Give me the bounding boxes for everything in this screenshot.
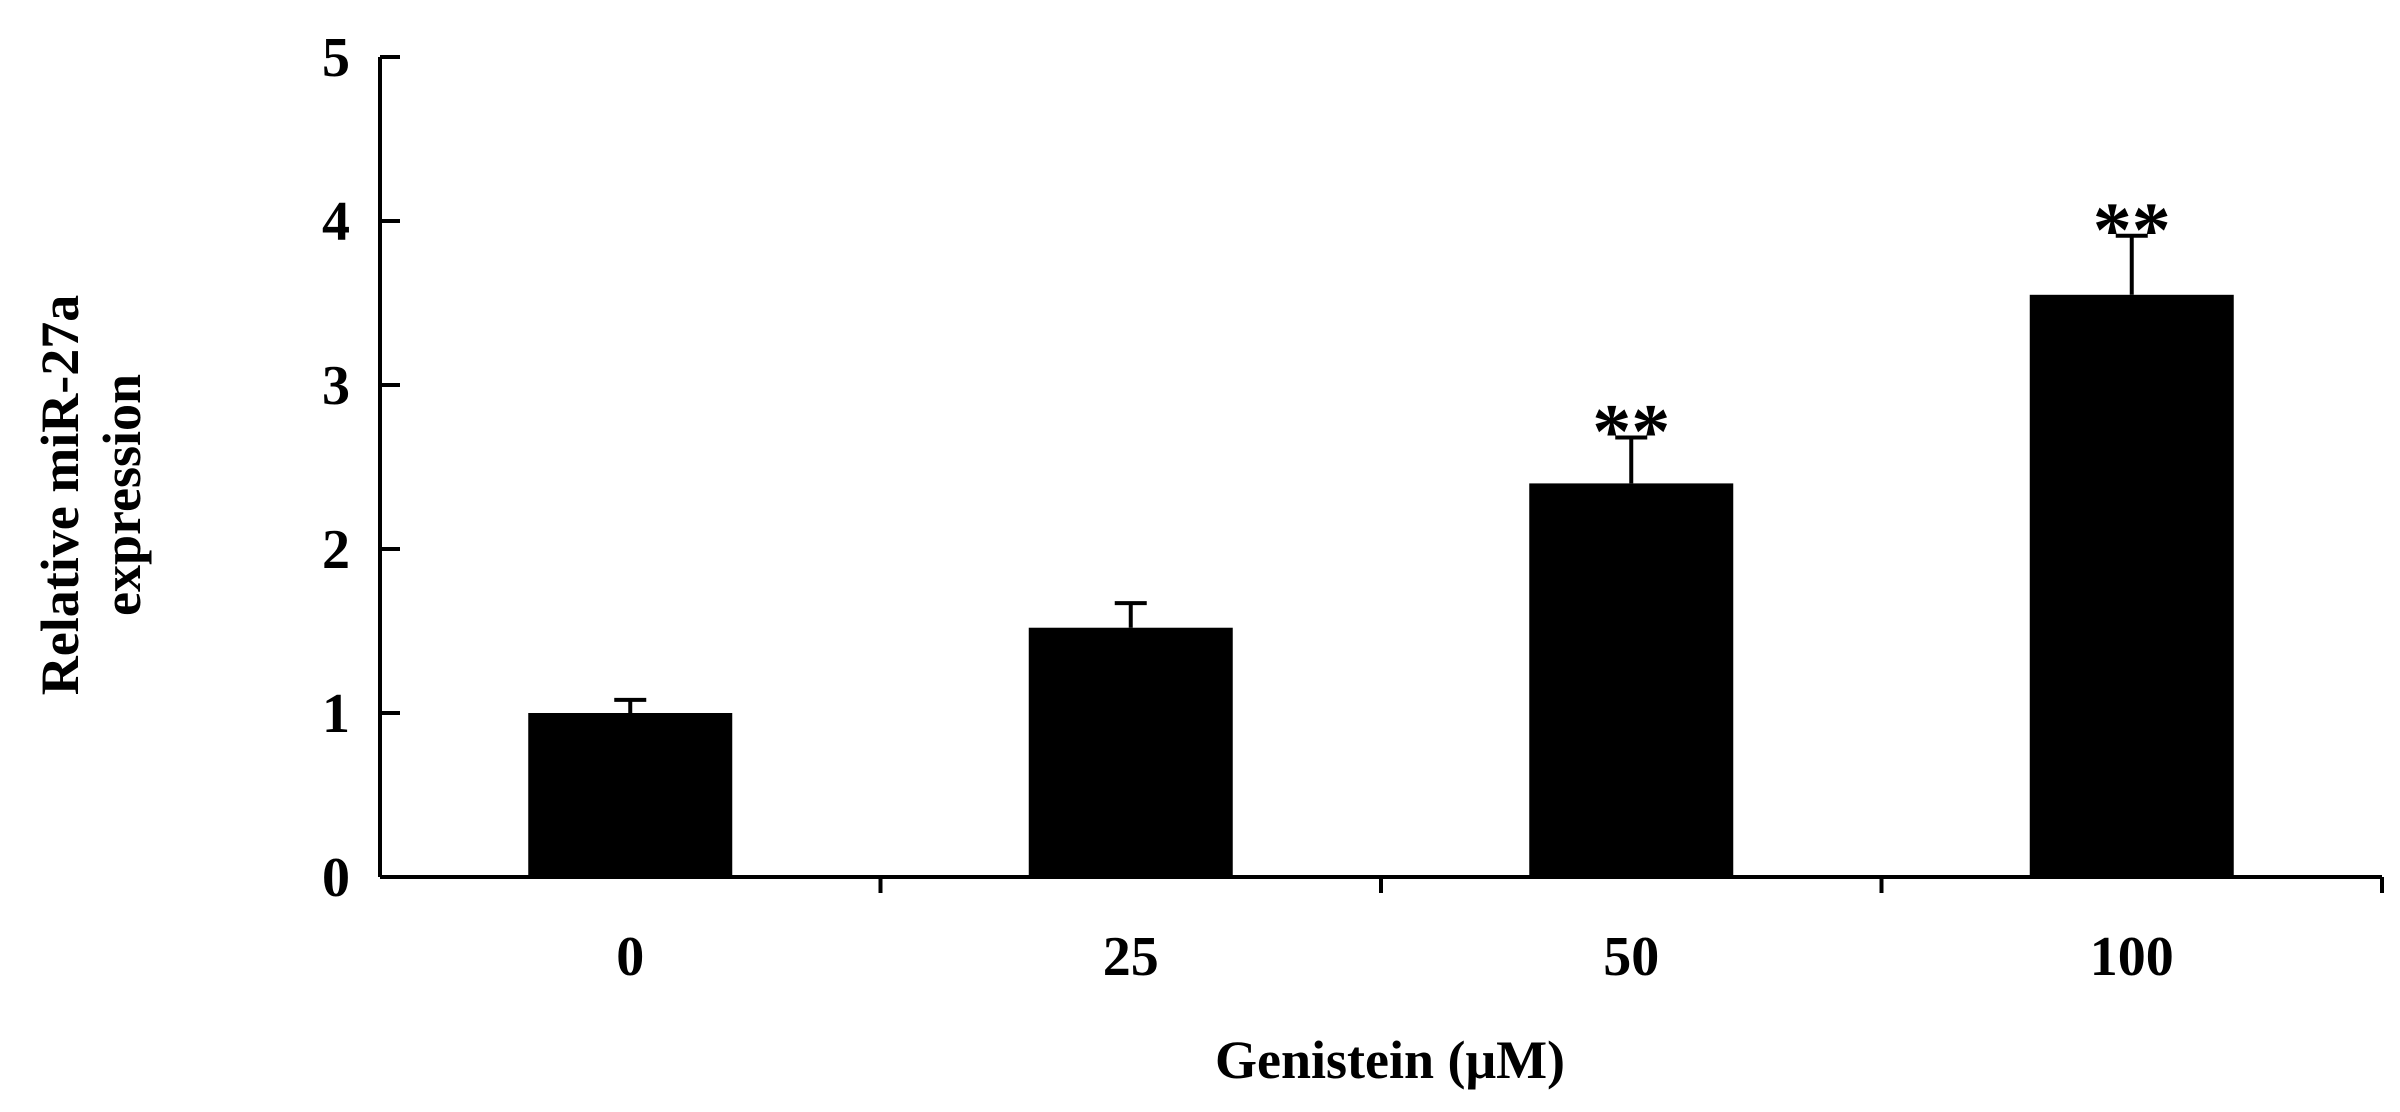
y-tick-label: 1 [322, 683, 350, 745]
x-tick-label: 25 [1103, 926, 1159, 988]
y-tick-label: 2 [322, 519, 350, 581]
y-tick-label: 5 [322, 27, 350, 89]
y-tick-label: 3 [322, 355, 350, 417]
y-tick-label: 0 [322, 847, 350, 909]
bar-0 [528, 713, 733, 877]
labels: Relative miR-27a expression Genistein (μ… [30, 295, 1565, 1090]
y-axis-label-line-1: Relative miR-27a [30, 295, 90, 695]
x-tick-label: 50 [1603, 926, 1659, 988]
bar-50 [1529, 483, 1734, 877]
bar-25 [1028, 627, 1233, 877]
x-axis-label: Genistein (μM) [1215, 1030, 1565, 1090]
significance-marker: ** [2093, 186, 2171, 273]
x-tick-label: 100 [2090, 926, 2174, 988]
x-tick-label: 0 [616, 926, 644, 988]
significance-marker: ** [1592, 387, 1670, 474]
bar-100 [2029, 294, 2234, 877]
y-axis-label-line-2: expression [92, 374, 152, 616]
bars: ** ** [528, 186, 2234, 877]
y-tick-label: 4 [322, 191, 350, 253]
